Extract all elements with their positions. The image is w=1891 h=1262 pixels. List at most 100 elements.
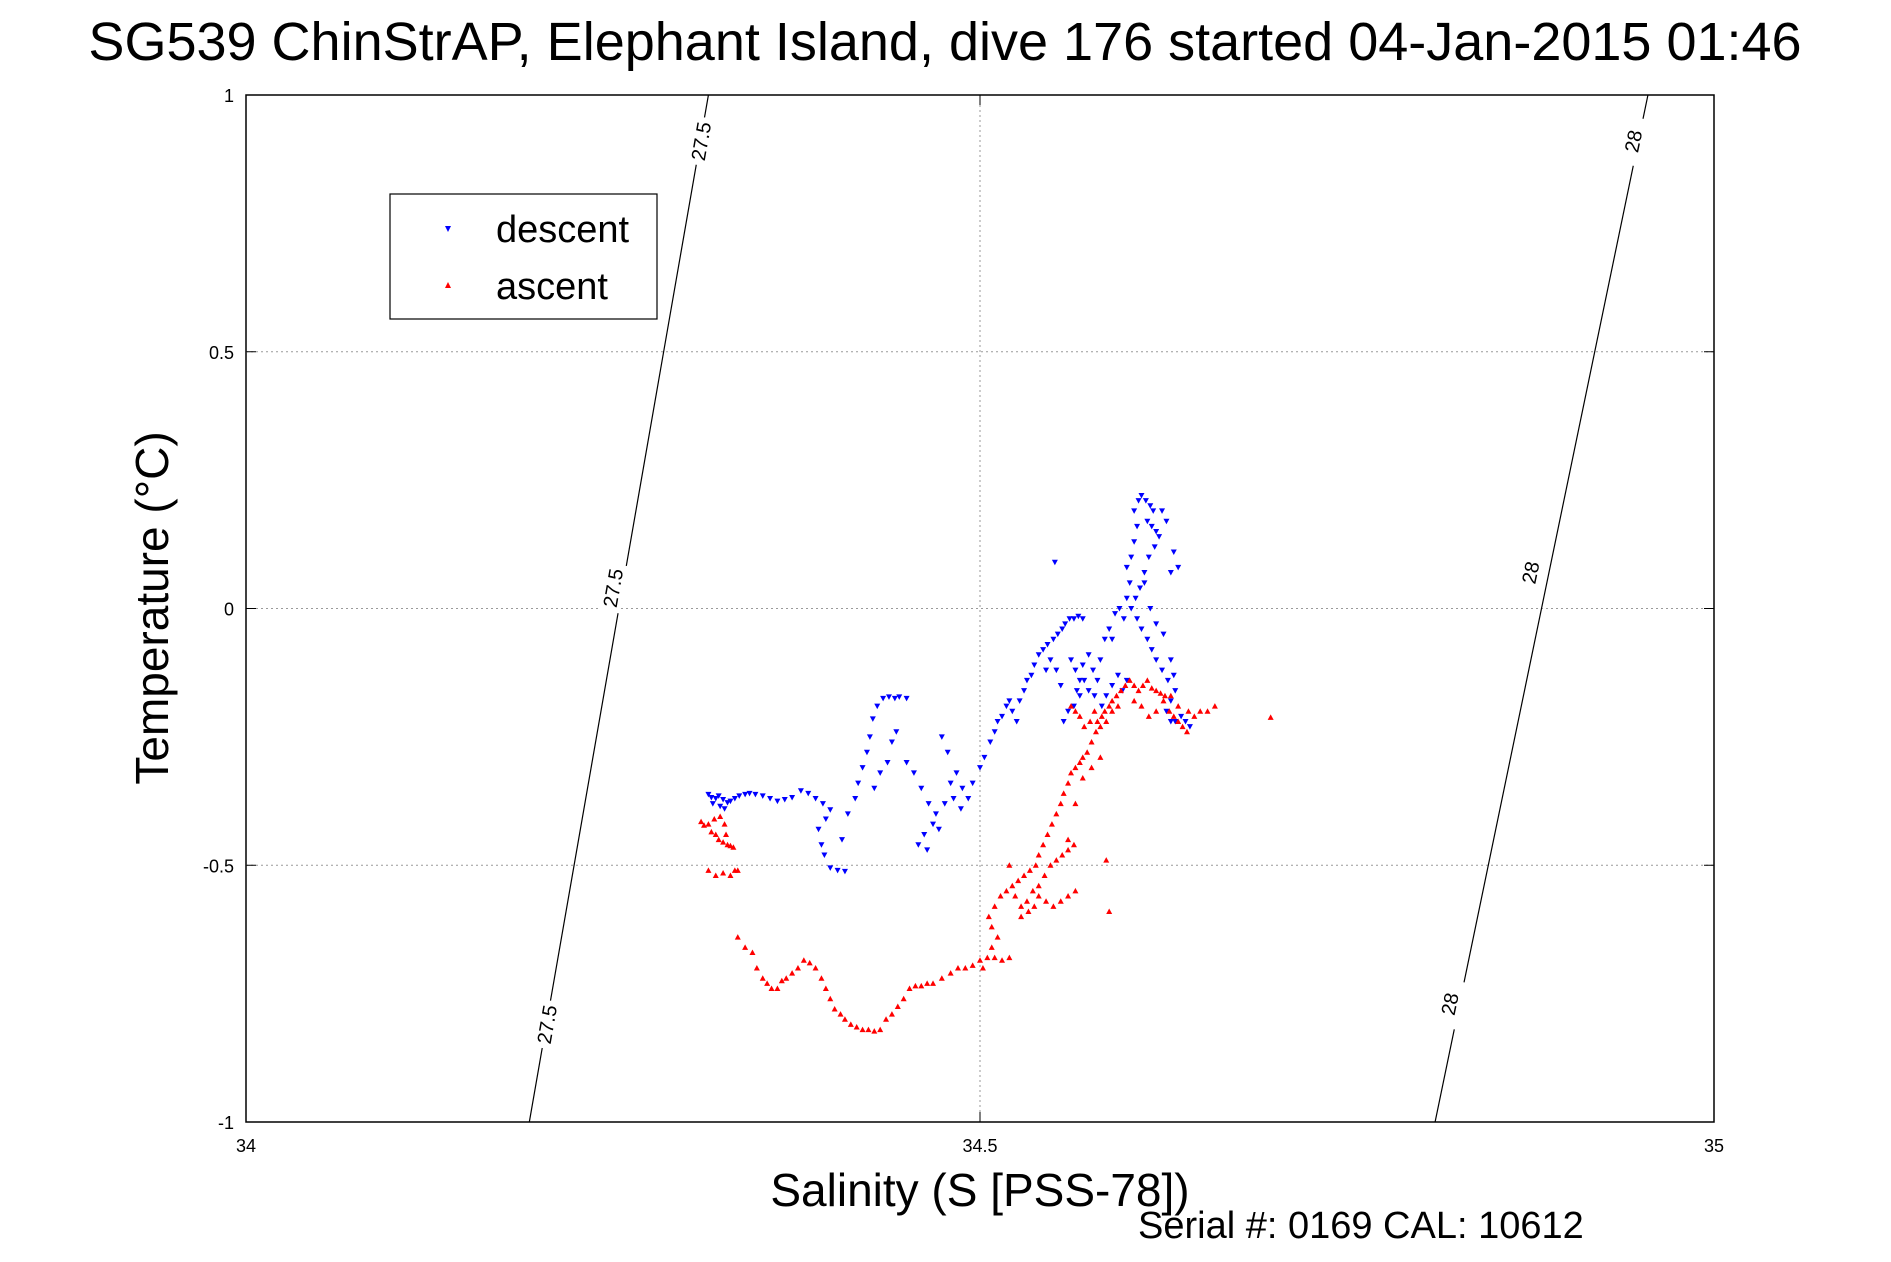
ascent-point <box>1065 893 1072 899</box>
isopycnal-label-bg <box>531 998 562 1050</box>
ascent-point <box>859 1026 866 1033</box>
ascent-point <box>1166 708 1173 714</box>
ascent-point <box>930 980 937 986</box>
descent-point <box>1148 523 1155 530</box>
ascent-point <box>997 893 1004 899</box>
ascent-point <box>705 821 712 827</box>
ascent-point <box>1088 739 1095 745</box>
descent-point <box>1131 508 1138 514</box>
descent-point <box>1109 683 1116 689</box>
ascent-point <box>764 980 771 986</box>
descent-point <box>767 795 774 802</box>
descent-point <box>752 791 759 798</box>
descent-point <box>1160 631 1167 638</box>
descent-point <box>969 780 976 787</box>
descent-point <box>1106 626 1113 633</box>
ascent-point <box>1048 821 1055 827</box>
legend-marker-ascent <box>445 282 451 288</box>
ascent-point <box>1117 687 1124 694</box>
ascent-point <box>1098 713 1105 719</box>
ascent-point <box>723 831 730 837</box>
ascent-point <box>1070 841 1077 848</box>
descent-point <box>1070 703 1077 710</box>
ascent-point <box>753 964 760 971</box>
descent-point <box>1172 718 1179 725</box>
descent-point <box>1054 631 1061 638</box>
y-axis-label: Temperature (°C) <box>126 431 178 784</box>
ascent-point <box>1088 764 1095 771</box>
ascent-point <box>1041 872 1048 879</box>
descent-point <box>957 806 964 812</box>
ascent-point <box>988 944 995 950</box>
ascent-point <box>742 944 749 950</box>
ascent-point <box>818 975 825 981</box>
ascent-point <box>715 836 722 843</box>
descent-point <box>947 780 954 787</box>
descent-point <box>819 801 826 807</box>
descent-point <box>827 807 834 813</box>
descent-point <box>891 695 898 702</box>
descent-point <box>705 791 712 798</box>
ascent-point <box>1197 708 1204 714</box>
descent-point <box>1159 667 1166 674</box>
ascent-point <box>720 839 727 845</box>
descent-point <box>727 798 734 805</box>
descent-point <box>1178 713 1185 720</box>
ascent-point <box>954 964 961 971</box>
ascent-point <box>1009 882 1016 889</box>
ascent-point <box>947 970 954 976</box>
ascent-point <box>1043 898 1050 904</box>
descent-point <box>1156 534 1163 540</box>
ascent-point <box>1076 713 1083 719</box>
ascent-point <box>1057 800 1064 807</box>
ascent-point <box>906 985 913 991</box>
descent-point <box>944 749 951 756</box>
ascent-point <box>1179 723 1186 730</box>
ascent-point <box>1131 697 1138 704</box>
descent-point <box>1053 667 1060 674</box>
ascent-point <box>1175 718 1182 724</box>
descent-point <box>1175 564 1182 571</box>
series-ascent <box>698 677 1274 1034</box>
descent-point <box>987 739 994 746</box>
descent-point <box>1112 611 1119 617</box>
descent-point <box>1060 718 1067 725</box>
ascent-point <box>768 985 775 991</box>
ascent-point <box>1167 692 1174 699</box>
ascent-point <box>1012 893 1019 899</box>
ascent-point <box>698 818 705 825</box>
ascent-point <box>1087 718 1094 724</box>
descent-point <box>1023 677 1030 684</box>
ascent-point <box>1029 887 1036 894</box>
ascent-point <box>1026 867 1033 873</box>
ascent-point <box>1109 708 1116 714</box>
descent-point <box>1153 528 1160 535</box>
descent-point <box>1138 493 1145 499</box>
ascent-point <box>1170 713 1177 719</box>
descent-point <box>1006 698 1013 704</box>
ascent-point <box>938 975 945 981</box>
ascent-point <box>1097 754 1104 760</box>
descent-point <box>1134 523 1141 530</box>
ascent-point <box>1153 708 1160 714</box>
ascent-point <box>727 872 734 879</box>
ascent-point <box>1059 851 1066 858</box>
descent-point <box>1120 616 1127 622</box>
descent-point <box>1145 554 1152 561</box>
descent-point <box>1123 595 1130 602</box>
ascent-point <box>727 842 734 849</box>
ascent-point <box>705 867 712 873</box>
ascent-point <box>1175 703 1182 709</box>
ascent-point <box>734 867 741 873</box>
descent-point <box>1009 708 1016 715</box>
descent-point <box>805 790 812 797</box>
descent-point <box>1126 580 1133 586</box>
descent-point <box>925 801 932 807</box>
descent-point <box>1141 570 1148 576</box>
y-tick-label: 1 <box>224 86 234 106</box>
ascent-point <box>1153 687 1160 694</box>
descent-point <box>1016 698 1023 704</box>
descent-point <box>871 785 878 792</box>
descent-point <box>1186 724 1193 730</box>
